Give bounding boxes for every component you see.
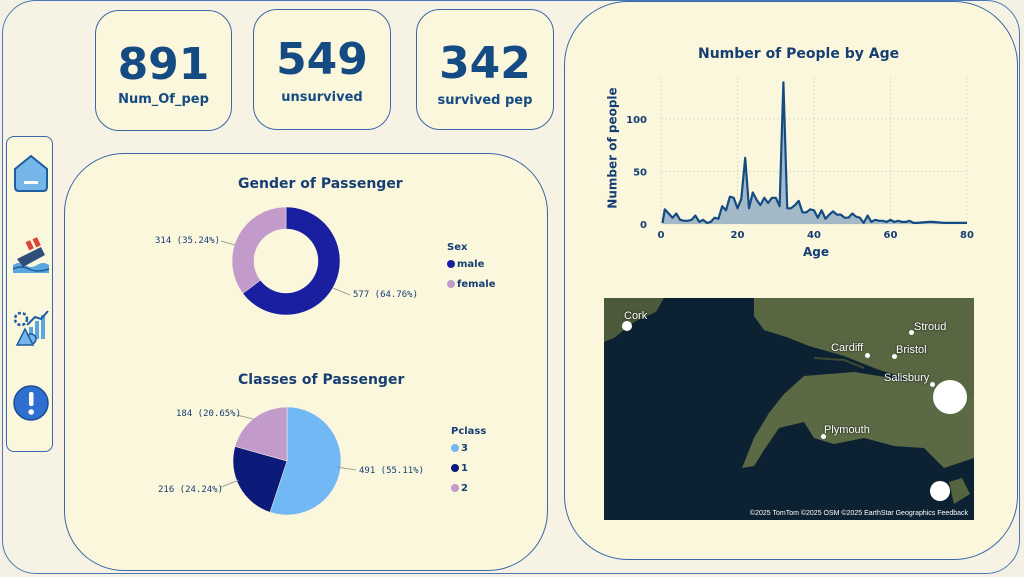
legend-item-class2[interactable]: 2 <box>451 483 468 494</box>
map-land <box>604 298 974 504</box>
age-y-tick-label: 0 <box>640 220 647 231</box>
home-icon <box>14 154 48 192</box>
map-label-plymouth: Plymouth <box>824 424 870 436</box>
gender-slice-male[interactable] <box>242 206 341 316</box>
class-slice-2[interactable] <box>234 406 288 462</box>
age-x-axis-label: Age <box>803 245 830 259</box>
info-icon <box>13 385 49 421</box>
male-data-label: 577 (64.76%) <box>353 290 419 300</box>
nav-passengers-button[interactable] <box>11 235 51 275</box>
kpi-unsurvived-label: unsurvived <box>281 90 363 105</box>
map-label-salisbury: Salisbury <box>884 372 930 384</box>
map-dot-cardiff <box>865 353 870 358</box>
female-leader-line <box>220 240 236 246</box>
passenger-map[interactable]: Cork Cardiff Bristol Stroud Salisbury Pl… <box>604 298 974 520</box>
class2-leader-line <box>236 414 254 420</box>
legend-label-class2: 2 <box>461 483 468 494</box>
map-dot-stroud <box>909 330 914 335</box>
legend-item-class1[interactable]: 1 <box>451 463 468 474</box>
legend-label-class3: 3 <box>461 443 468 454</box>
legend-label-class1: 1 <box>461 463 468 474</box>
kpi-survived-label: survived pep <box>437 93 533 108</box>
legend-label-female: female <box>457 279 496 290</box>
kpi-card-unsurvived: 549 unsurvived <box>253 9 391 130</box>
nav-home-button[interactable] <box>11 153 51 193</box>
age-chart-title: Number of People by Age <box>698 46 900 62</box>
age-y-axis-label: Number of people <box>605 87 620 209</box>
age-area-chart: 0 50 100 0 20 40 60 80 <box>626 77 974 241</box>
age-x-tick-label: 80 <box>960 230 974 241</box>
male-leader-line <box>332 287 351 296</box>
age-x-tick-label: 0 <box>658 230 665 241</box>
map-dot-salisbury <box>930 382 935 387</box>
legend-label-male: male <box>457 259 485 270</box>
nav-analysis-button[interactable] <box>11 307 51 347</box>
map-bubble-cork[interactable] <box>622 321 632 331</box>
side-navigation <box>6 136 53 452</box>
kpi-unsurvived-value: 549 <box>276 34 368 85</box>
map-attribution: ©2025 TomTom ©2025 OSM ©2025 EarthStar G… <box>749 510 968 517</box>
map-label-bristol: Bristol <box>896 344 927 356</box>
map-dot-bristol <box>892 354 897 359</box>
map-label-cardiff: Cardiff <box>831 342 864 354</box>
nav-info-button[interactable] <box>11 383 51 423</box>
class2-data-label: 184 (20.65%) <box>176 409 242 419</box>
map-label-cork: Cork <box>624 310 648 322</box>
age-y-tick-label: 50 <box>633 168 647 179</box>
class-legend-title: Pclass <box>451 426 487 437</box>
pie-charts-card: Gender of Passenger 314 (35.24%) 577 (64… <box>64 153 548 571</box>
map-bubble-small[interactable] <box>930 481 950 501</box>
gender-legend-title: Sex <box>447 242 468 253</box>
kpi-total-label: Num_Of_pep <box>118 92 209 107</box>
class1-color-dot <box>451 464 459 472</box>
map-dot-plymouth <box>821 434 826 439</box>
class-slice-3[interactable] <box>269 406 342 516</box>
class3-color-dot <box>451 444 459 452</box>
male-color-dot <box>447 260 455 268</box>
kpi-survived-value: 342 <box>439 38 531 89</box>
kpi-card-total: 891 Num_Of_pep <box>95 10 232 131</box>
class3-data-label: 491 (55.11%) <box>359 466 425 476</box>
age-area-fill[interactable] <box>662 82 968 224</box>
age-x-tick-label: 40 <box>807 230 821 241</box>
class2-color-dot <box>451 484 459 492</box>
gender-slice-female[interactable] <box>231 206 287 294</box>
map-bubble-large[interactable] <box>933 380 967 414</box>
analytics-icon <box>13 310 49 346</box>
class1-data-label: 216 (24.24%) <box>158 485 224 495</box>
map-label-stroud: Stroud <box>914 321 947 333</box>
kpi-total-value: 891 <box>117 39 210 90</box>
class3-leader-line <box>336 466 357 471</box>
female-data-label: 314 (35.24%) <box>155 236 221 246</box>
female-color-dot <box>447 280 455 288</box>
class-slice-1[interactable] <box>232 446 288 513</box>
pie-charts-svg <box>220 206 357 516</box>
kpi-card-survived: 342 survived pep <box>416 9 554 130</box>
legend-item-female[interactable]: female <box>447 279 496 290</box>
sinking-ship-icon <box>12 237 50 273</box>
class1-leader-line <box>220 479 240 488</box>
legend-item-male[interactable]: male <box>447 259 484 270</box>
age-x-tick-label: 60 <box>884 230 898 241</box>
age-x-tick-label: 20 <box>731 230 745 241</box>
class-chart-title: Classes of Passenger <box>238 372 405 388</box>
gender-chart-title: Gender of Passenger <box>238 176 403 192</box>
age-y-tick-label: 100 <box>626 115 647 126</box>
legend-item-class3[interactable]: 3 <box>451 443 468 454</box>
age-series-line[interactable] <box>661 81 968 224</box>
